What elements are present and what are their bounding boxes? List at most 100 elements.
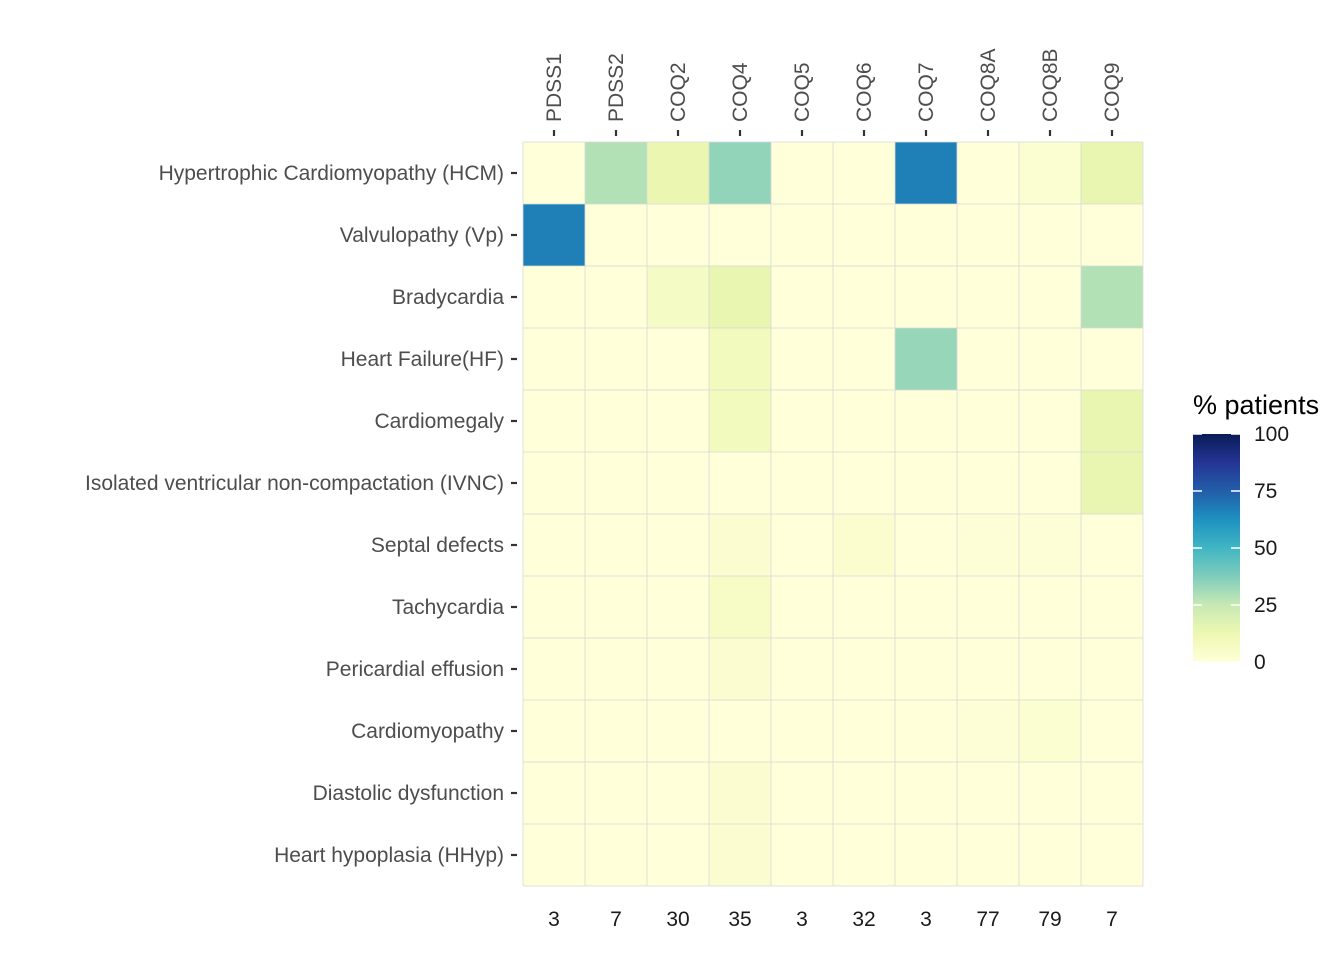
- heatmap-cell: [1019, 452, 1081, 514]
- heatmap-cell: [895, 328, 957, 390]
- patient-count-label: 3: [920, 908, 932, 931]
- heatmap-cell: [523, 266, 585, 328]
- gene-label: COQ9: [1101, 62, 1124, 122]
- heatmap-cell: [957, 576, 1019, 638]
- patient-count-label: 35: [728, 908, 751, 931]
- heatmap-cell: [957, 514, 1019, 576]
- heatmap-cell: [771, 700, 833, 762]
- heatmap-cell: [895, 390, 957, 452]
- heatmap-cell: [1019, 824, 1081, 886]
- phenotype-label: Heart hypoplasia (HHyp): [274, 844, 504, 867]
- legend-title: % patients: [1193, 390, 1319, 420]
- heatmap-cell: [709, 824, 771, 886]
- gene-label: COQ6: [853, 62, 876, 122]
- gene-axis: PDSS1 PDSS2 COQ2 COQ4 COQ5 COQ6 COQ7 COQ8A COQ8B…: [543, 48, 1124, 136]
- heatmap-cell: [957, 638, 1019, 700]
- heatmap-cell: [771, 266, 833, 328]
- heatmap-cell: [523, 700, 585, 762]
- heatmap-cell: [1019, 328, 1081, 390]
- heatmap-cell: [771, 142, 833, 204]
- patient-count-label: 77: [976, 908, 999, 931]
- heatmap-cell: [1019, 514, 1081, 576]
- heatmap-cell: [647, 452, 709, 514]
- heatmap-cell: [585, 328, 647, 390]
- patient-count-axis: 3 7 30 35 3 32 3 77 79 7: [548, 908, 1118, 931]
- phenotype-label: Bradycardia: [392, 286, 504, 309]
- heatmap-cell: [647, 700, 709, 762]
- heatmap-cell: [709, 576, 771, 638]
- heatmap-cell: [585, 700, 647, 762]
- heatmap-cell: [1019, 204, 1081, 266]
- heatmap-cell: [523, 390, 585, 452]
- heatmap-cell: [833, 204, 895, 266]
- heatmap-cell: [771, 824, 833, 886]
- heatmap-cell: [523, 576, 585, 638]
- heatmap-cell: [895, 638, 957, 700]
- phenotype-label: Diastolic dysfunction: [313, 782, 504, 805]
- heatmap-cell: [895, 576, 957, 638]
- heatmap-cell: [771, 514, 833, 576]
- heatmap-cell: [1019, 700, 1081, 762]
- legend-tick-label: 25: [1254, 594, 1277, 617]
- phenotype-label: Cardiomegaly: [374, 410, 504, 433]
- phenotype-label: Tachycardia: [392, 596, 504, 619]
- heatmap-cell: [1081, 824, 1143, 886]
- heatmap-cell: [833, 142, 895, 204]
- phenotype-label: Septal defects: [371, 534, 504, 557]
- heatmap-cell: [957, 762, 1019, 824]
- heatmap-cell: [585, 824, 647, 886]
- heatmap-cell: [709, 266, 771, 328]
- heatmap-cell: [709, 762, 771, 824]
- heatmap-cell: [895, 514, 957, 576]
- phenotype-axis: Hypertrophic Cardiomyopathy (HCM) Valvulo…: [85, 162, 517, 867]
- legend-tick-label: 50: [1254, 537, 1277, 560]
- heatmap-cell: [709, 204, 771, 266]
- heatmap-cell: [895, 142, 957, 204]
- heatmap-cell: [771, 576, 833, 638]
- heatmap-cell: [833, 700, 895, 762]
- gene-label: COQ8A: [977, 48, 1000, 122]
- heatmap-cell: [833, 266, 895, 328]
- heatmap-cell: [709, 390, 771, 452]
- heatmap-cell: [585, 638, 647, 700]
- legend-tick-label: 0: [1254, 651, 1266, 674]
- heatmap-cell: [523, 142, 585, 204]
- heatmap-cell: [585, 762, 647, 824]
- heatmap-cell: [957, 266, 1019, 328]
- heatmap-cell: [585, 204, 647, 266]
- heatmap-cell: [833, 514, 895, 576]
- heatmap-cell: [523, 638, 585, 700]
- heatmap-cell: [957, 204, 1019, 266]
- heatmap-cell: [957, 390, 1019, 452]
- phenotype-label: Pericardial effusion: [326, 658, 504, 681]
- heatmap-cell: [647, 576, 709, 638]
- heatmap-cell: [1081, 514, 1143, 576]
- heatmap-cell: [833, 452, 895, 514]
- patient-count-label: 30: [666, 908, 689, 931]
- heatmap-cell: [771, 328, 833, 390]
- heatmap-cell: [647, 514, 709, 576]
- heatmap-cell: [1081, 204, 1143, 266]
- heatmap-cell: [1081, 390, 1143, 452]
- heatmap-cell: [647, 390, 709, 452]
- heatmap-cell: [647, 266, 709, 328]
- heatmap-cell: [709, 452, 771, 514]
- gene-label: PDSS2: [605, 53, 628, 122]
- heatmap-cell: [585, 576, 647, 638]
- patient-count-label: 3: [796, 908, 808, 931]
- color-legend: % patients 0 25 50 75 100: [1193, 390, 1319, 674]
- heatmap-cell: [523, 452, 585, 514]
- heatmap-cell: [771, 390, 833, 452]
- phenotype-label: Valvulopathy (Vp): [340, 224, 504, 247]
- heatmap-cell: [1081, 762, 1143, 824]
- phenotype-label: Heart Failure(HF): [341, 348, 504, 371]
- phenotype-label: Isolated ventricular non-compactation (I…: [85, 472, 504, 495]
- gene-label: PDSS1: [543, 53, 566, 122]
- heatmap-cell: [895, 762, 957, 824]
- heatmap-cell: [1081, 328, 1143, 390]
- heatmap-gridlines: [522, 141, 1144, 887]
- phenotype-label: Cardiomyopathy: [351, 720, 504, 743]
- heatmap-cell: [957, 452, 1019, 514]
- heatmap-cell: [1081, 142, 1143, 204]
